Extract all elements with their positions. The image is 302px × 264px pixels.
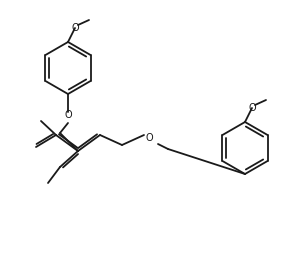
Text: O: O	[64, 111, 72, 120]
Text: O: O	[145, 133, 153, 143]
Text: O: O	[248, 103, 256, 113]
Text: O: O	[71, 23, 79, 33]
